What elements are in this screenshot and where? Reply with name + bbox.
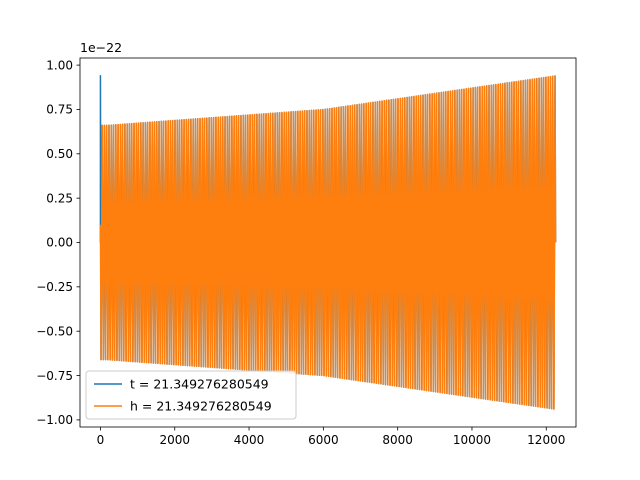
plot-area (99, 74, 557, 410)
x-axis: 0 2000 4000 6000 8000 10000 12000 (97, 427, 565, 447)
x-tick-label: 8000 (382, 433, 413, 447)
x-tick-label: 0 (97, 433, 105, 447)
y-tick-label: 1.00 (46, 58, 73, 72)
x-tick-label: 12000 (527, 433, 565, 447)
y-tick-label: −0.75 (36, 369, 73, 383)
x-tick-label: 10000 (453, 433, 491, 447)
y-offset-label: 1e−22 (80, 40, 122, 55)
y-tick-label: −0.25 (36, 280, 73, 294)
x-tick-label: 4000 (234, 433, 265, 447)
series-h-line (99, 75, 557, 410)
legend-label-h: h = 21.349276280549 (130, 399, 272, 414)
legend: t = 21.349276280549 h = 21.349276280549 (85, 370, 297, 420)
y-tick-label: 0.75 (46, 103, 73, 117)
x-tick-label: 2000 (159, 433, 190, 447)
y-tick-label: −1.00 (36, 413, 73, 427)
x-tick-label: 6000 (308, 433, 339, 447)
y-axis: 1.00 0.75 0.50 0.25 0.00 −0.25 −0.50 −0.75 −1.00 (36, 58, 80, 427)
y-tick-label: 0.00 (46, 236, 73, 250)
y-tick-label: −0.50 (36, 324, 73, 338)
y-tick-label: 0.50 (46, 147, 73, 161)
legend-label-t: t = 21.349276280549 (130, 377, 269, 392)
y-tick-label: 0.25 (46, 191, 73, 205)
legend-frame (85, 370, 297, 420)
